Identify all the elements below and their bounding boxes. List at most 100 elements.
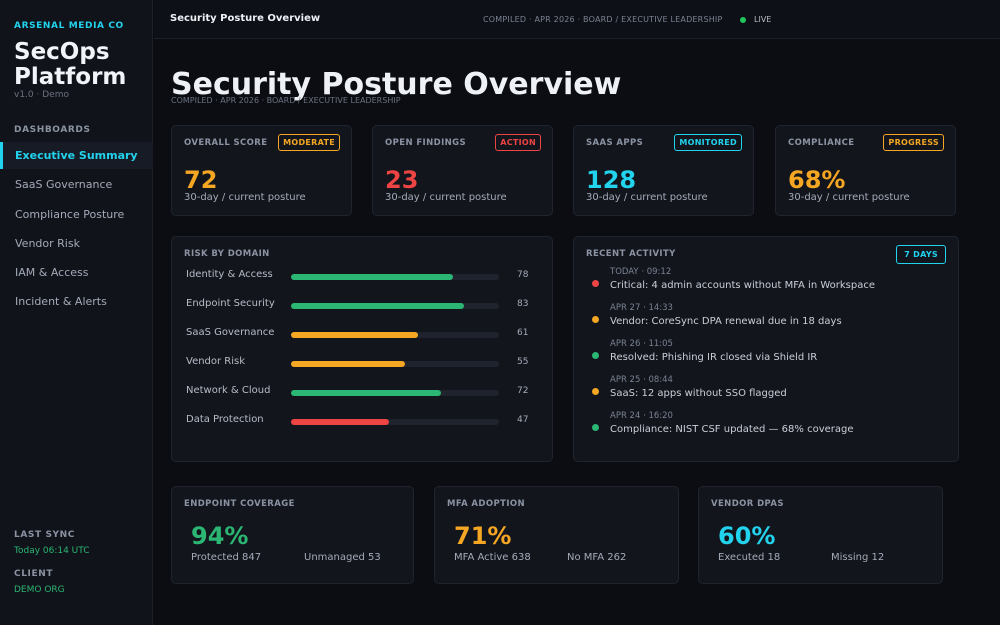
sidebar-item-iam-access[interactable]: IAM & Access [15, 266, 89, 280]
severity-dot-icon [592, 352, 599, 359]
activity-time: APR 26 · 11:05 [610, 339, 673, 349]
app-name: SecOps Platform [14, 39, 127, 90]
risk-bar-track [291, 361, 499, 367]
risk-row[interactable]: SaaS Governance 61 [186, 327, 531, 343]
kpi-subtext: 30-day / current posture [788, 192, 910, 203]
status-badge: MODERATE [278, 134, 340, 151]
executed-count: Executed 18 [718, 552, 781, 563]
risk-domain-name: SaaS Governance [186, 327, 275, 338]
risk-bar-track [291, 274, 499, 280]
sidebar-item-incident-alerts[interactable]: Incident & Alerts [15, 295, 107, 309]
risk-bar-track [291, 390, 499, 396]
risk-bar-track [291, 419, 499, 425]
sidebar-item-executive-summary[interactable]: Executive Summary [0, 142, 153, 169]
risk-bar-track [291, 332, 499, 338]
status-badge: ACTION [495, 134, 541, 151]
page-title: Security Posture Overview [171, 67, 622, 102]
risk-row[interactable]: Network & Cloud 72 [186, 385, 531, 401]
org-name: ARSENAL MEDIA CO [14, 21, 124, 31]
kpi-card-compliance[interactable]: COMPLIANCE PROGRESS 68% 30-day / current… [775, 125, 956, 216]
kpi-value: 68% [788, 166, 846, 194]
kpi-value: 128 [586, 166, 637, 194]
activity-time: APR 25 · 08:44 [610, 375, 673, 385]
activity-text: Vendor: CoreSync DPA renewal due in 18 d… [610, 316, 842, 327]
last-sync-value: Today 06:14 UTC [14, 546, 90, 556]
client-value: DEMO ORG [14, 585, 65, 595]
risk-bar-track [291, 303, 499, 309]
activity-time: TODAY · 09:12 [610, 267, 672, 277]
severity-dot-icon [592, 316, 599, 323]
top-bar: Security Posture Overview COMPILED · APR… [154, 0, 1000, 39]
risk-row[interactable]: Vendor Risk 55 [186, 356, 531, 372]
kpi-subtext: 30-day / current posture [586, 192, 708, 203]
recent-activity-panel: RECENT ACTIVITY 7 DAYS TODAY · 09:12 Crit… [573, 236, 959, 462]
topbar-meta: COMPILED · APR 2026 · BOARD / EXECUTIVE … [483, 15, 723, 24]
card-label: MFA ADOPTION [447, 499, 526, 509]
risk-row[interactable]: Endpoint Security 83 [186, 298, 531, 314]
topbar-title: Security Posture Overview [170, 13, 321, 24]
card-label: VENDOR DPAS [711, 499, 784, 509]
activity-time: APR 27 · 14:33 [610, 303, 673, 313]
kpi-subtext: 30-day / current posture [184, 192, 306, 203]
risk-domain-name: Endpoint Security [186, 298, 275, 309]
risk-domain-name: Network & Cloud [186, 385, 271, 396]
kpi-card-open-findings[interactable]: OPEN FINDINGS ACTION 23 30-day / current… [372, 125, 553, 216]
protected-count: Protected 847 [191, 552, 262, 563]
mfa-adoption-value: 71% [454, 522, 512, 550]
risk-score: 61 [517, 328, 529, 338]
risk-row[interactable]: Identity & Access 78 [186, 269, 531, 285]
kpi-card-saas-apps[interactable]: SAAS APPS MONITORED 128 30-day / current… [573, 125, 754, 216]
last-sync-label: LAST SYNC [14, 530, 75, 540]
severity-dot-icon [592, 424, 599, 431]
risk-row[interactable]: Data Protection 47 [186, 414, 531, 430]
live-status-label: LIVE [754, 15, 772, 24]
activity-text: Compliance: NIST CSF updated — 68% cover… [610, 424, 854, 435]
app-version: v1.0 · Demo [14, 90, 69, 100]
mfa-adoption-card[interactable]: MFA ADOPTION 71% MFA Active 638 No MFA 2… [434, 486, 679, 584]
missing-count: Missing 12 [831, 552, 885, 563]
kpi-value: 72 [184, 166, 218, 194]
kpi-label: OPEN FINDINGS [385, 138, 467, 148]
risk-bar-fill [291, 332, 418, 338]
risk-bar-fill [291, 390, 441, 396]
kpi-card-overall-score[interactable]: OVERALL SCORE MODERATE 72 30-day / curre… [171, 125, 352, 216]
activity-text: Critical: 4 admin accounts without MFA i… [610, 280, 876, 291]
page-subtitle: COMPILED · APR 2026 · BOARD / EXECUTIVE … [171, 96, 401, 105]
panel-title: RISK BY DOMAIN [184, 249, 270, 259]
sidebar-item-saas-governance[interactable]: SaaS Governance [15, 178, 113, 192]
nav-section-label: DASHBOARDS [14, 125, 91, 135]
kpi-label: SAAS APPS [586, 138, 644, 148]
risk-domain-name: Vendor Risk [186, 356, 246, 367]
sidebar-item-compliance-posture[interactable]: Compliance Posture [15, 207, 125, 221]
sidebar-nav: Executive Summary SaaS Governance Compli… [0, 142, 153, 318]
endpoint-coverage-value: 94% [191, 522, 249, 550]
kpi-value: 23 [385, 166, 419, 194]
activity-time: APR 24 · 16:20 [610, 411, 673, 421]
endpoint-coverage-card[interactable]: ENDPOINT COVERAGE 94% Protected 847 Unma… [171, 486, 414, 584]
sidebar-item-vendor-risk[interactable]: Vendor Risk [15, 236, 80, 250]
mfa-active-count: MFA Active 638 [454, 552, 531, 563]
time-range-badge[interactable]: 7 DAYS [896, 245, 946, 264]
risk-score: 72 [517, 386, 529, 396]
vendor-dpa-value: 60% [718, 522, 776, 550]
card-label: ENDPOINT COVERAGE [184, 499, 295, 509]
risk-bar-fill [291, 361, 406, 367]
risk-bar-fill [291, 303, 464, 309]
kpi-label: COMPLIANCE [788, 138, 855, 148]
activity-text: SaaS: 12 apps without SSO flagged [610, 388, 787, 399]
no-mfa-count: No MFA 262 [567, 552, 627, 563]
risk-score: 83 [517, 299, 529, 309]
severity-dot-icon [592, 280, 599, 287]
vendor-dpas-card[interactable]: VENDOR DPAS 60% Executed 18 Missing 12 [698, 486, 943, 584]
live-status-dot [740, 17, 746, 23]
risk-score: 78 [517, 270, 529, 280]
risk-bar-fill [291, 419, 389, 425]
client-label: CLIENT [14, 569, 54, 579]
panel-title: RECENT ACTIVITY [586, 249, 676, 259]
risk-by-domain-panel: RISK BY DOMAIN Identity & Access 78 Endpoi… [171, 236, 553, 462]
risk-domain-name: Identity & Access [186, 269, 273, 280]
unmanaged-count: Unmanaged 53 [304, 552, 381, 563]
severity-dot-icon [592, 388, 599, 395]
status-badge: PROGRESS [883, 134, 944, 151]
risk-score: 47 [517, 415, 529, 425]
